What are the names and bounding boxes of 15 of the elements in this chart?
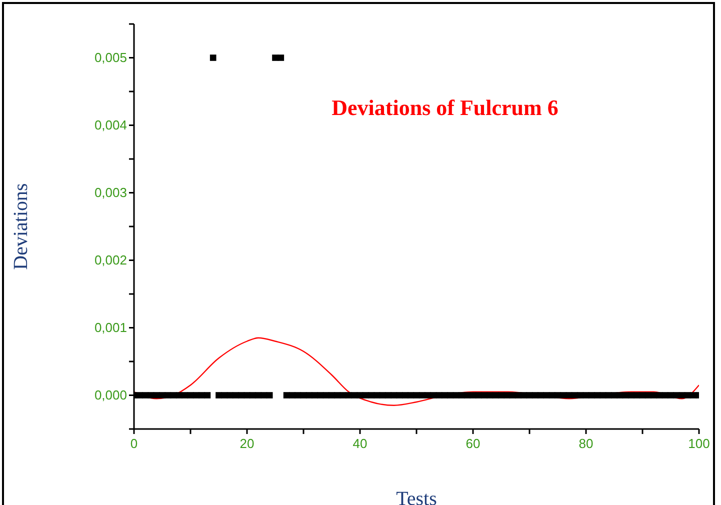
y-tick-label: 0,004: [94, 117, 127, 132]
x-tick-label: 40: [352, 436, 368, 451]
y-tick-label: 0,000: [94, 387, 127, 402]
y-tick-label: 0,002: [94, 252, 127, 268]
x-tick-label: 20: [240, 436, 254, 451]
text: Deviations of Fulcrum 6: [332, 95, 558, 120]
x-tick-label: 100: [688, 436, 710, 451]
x-axis-title: Tests: [396, 488, 438, 505]
y-tick-label: 0,001: [94, 320, 127, 335]
x-tick-label: 0: [130, 436, 138, 451]
y-tick-label: 0,003: [94, 184, 127, 200]
y-axis-title: Deviations: [10, 182, 32, 270]
y-tick-label: 0,005: [94, 50, 127, 65]
x-tick-label: 60: [466, 436, 480, 451]
x-tick-label: 80: [578, 436, 594, 451]
